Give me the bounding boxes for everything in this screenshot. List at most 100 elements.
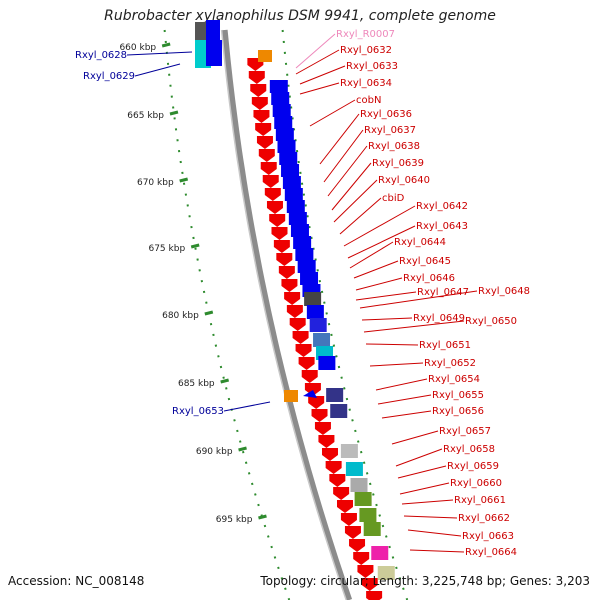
forward-gene-arrow — [308, 396, 325, 409]
gene-label: Rxyl_0644 — [394, 237, 446, 248]
gene-block — [340, 444, 358, 458]
gene-label: Rxyl_0628 — [75, 50, 127, 61]
reverse-gene-arrow — [303, 390, 317, 398]
forward-gene-arrow — [253, 110, 270, 123]
gene-label: Rxyl_0646 — [403, 273, 455, 284]
gene-block — [326, 388, 344, 402]
forward-gene-arrow — [251, 97, 268, 110]
scale-label: 680 kbp — [162, 311, 199, 321]
gene-leader-line — [327, 145, 368, 197]
forward-gene-arrow — [366, 591, 383, 600]
forward-gene-arrow — [289, 318, 306, 331]
gene-label: Rxyl_0651 — [419, 340, 471, 351]
gene-leader-line — [309, 99, 356, 127]
inner-dotted-track — [163, 29, 291, 600]
gene-leader-line — [323, 129, 364, 183]
forward-gene-arrow — [298, 357, 315, 370]
gene-leader-line — [365, 343, 419, 346]
forward-gene-arrow — [357, 565, 374, 578]
genome-title: Rubrobacter xylanophilus DSM 9941, compl… — [104, 8, 496, 24]
forward-gene-arrow — [337, 500, 353, 513]
gene-block — [330, 404, 348, 418]
gene-block — [350, 478, 368, 492]
gene-label: Rxyl_0663 — [462, 531, 514, 542]
reverse-gene-block — [206, 40, 222, 66]
gene-block — [359, 508, 377, 522]
forward-gene-arrow — [278, 266, 295, 279]
forward-gene-arrow — [344, 526, 361, 539]
gene-leader-line — [299, 65, 346, 85]
gene-block — [318, 356, 336, 370]
reverse-gene-block — [271, 92, 290, 105]
gene-leader-line — [343, 205, 416, 247]
forward-gene-arrow — [311, 409, 328, 422]
gene-leader-line — [347, 225, 416, 259]
gene-leader-line — [134, 63, 181, 77]
reverse-gene-block — [281, 164, 300, 177]
scale-label: 685 kbp — [178, 379, 215, 389]
gene-leader-line — [319, 113, 360, 165]
scale-tick — [190, 243, 200, 249]
gene-leader-line — [333, 179, 378, 223]
gene-leader-line — [377, 394, 432, 405]
reverse-gene-block — [272, 104, 291, 117]
forward-gene-arrow — [314, 422, 331, 435]
gene-leader-line — [399, 482, 450, 495]
forward-gene-arrow — [271, 227, 288, 240]
forward-gene-arrow — [264, 188, 281, 201]
reverse-gene-block — [206, 20, 220, 40]
forward-gene-arrow — [281, 279, 298, 292]
gene-label: Rxyl_0655 — [432, 390, 484, 401]
gene-leader-line — [391, 430, 439, 445]
gene-label: Rxyl_0656 — [432, 406, 484, 417]
forward-gene-arrow — [255, 123, 272, 136]
gene-leader-line — [407, 529, 462, 537]
topology-text: Topology: circular; Length: 3,225,748 bp… — [260, 574, 590, 588]
gene-label: Rxyl_0633 — [346, 61, 398, 72]
forward-gene-arrow — [273, 240, 290, 253]
gene-label: Rxyl_0636 — [360, 109, 412, 120]
gene-labels: Rxyl_R0007 Rxyl_0632 Rxyl_0633 Rxyl_0634cob… — [75, 29, 530, 558]
forward-gene-arrow — [361, 578, 378, 591]
gene-label: Rxyl_0632 — [340, 45, 392, 56]
reverse-gene-block — [293, 236, 312, 249]
forward-gene-arrow — [325, 461, 342, 474]
scale-tick — [238, 446, 247, 452]
forward-gene-arrow — [276, 253, 293, 266]
gene-label: Rxyl_0642 — [416, 201, 468, 212]
forward-gene-arrow — [292, 331, 309, 344]
forward-gene-arrow — [333, 487, 350, 500]
rna-gene-block — [284, 390, 298, 402]
reverse-gene-block — [297, 260, 316, 273]
forward-gene-arrow — [318, 435, 335, 448]
gene-leader-line — [403, 515, 458, 519]
scale-tick — [179, 177, 189, 183]
gene-leader-line — [331, 162, 372, 211]
genome-backbone — [221, 29, 353, 600]
forward-gene-arrow — [250, 84, 267, 97]
gene-label: Rxyl_0629 — [83, 71, 135, 82]
forward-gene-arrow — [258, 149, 275, 162]
gene-label: Rxyl_0659 — [447, 461, 499, 472]
gene-label: Rxyl_0658 — [443, 444, 495, 455]
gene-label: Rxyl_0640 — [378, 175, 430, 186]
gene-block — [304, 292, 322, 306]
forward-gene-arrow — [301, 370, 318, 383]
gene-label: Rxyl_0661 — [454, 495, 506, 506]
gene-label: Rxyl_0637 — [364, 125, 416, 136]
gene-label: cbiD — [382, 193, 405, 204]
gene-leader-line — [359, 290, 478, 309]
genome-tracks — [163, 29, 409, 600]
forward-gene-arrow — [295, 344, 312, 357]
gene-leader-line — [349, 241, 394, 269]
reverse-gene-block — [290, 224, 309, 237]
scale-label: 665 kbp — [127, 111, 164, 121]
gene-label: Rxyl_0664 — [465, 547, 517, 558]
gene-label: Rxyl_0649 — [413, 313, 465, 324]
accession-text: Accession: NC_008148 — [8, 574, 145, 588]
reverse-gene-block — [274, 116, 293, 129]
forward-gene-arrow — [260, 162, 277, 175]
gene-leader-line — [363, 320, 465, 333]
forward-gene-arrow — [349, 539, 366, 552]
